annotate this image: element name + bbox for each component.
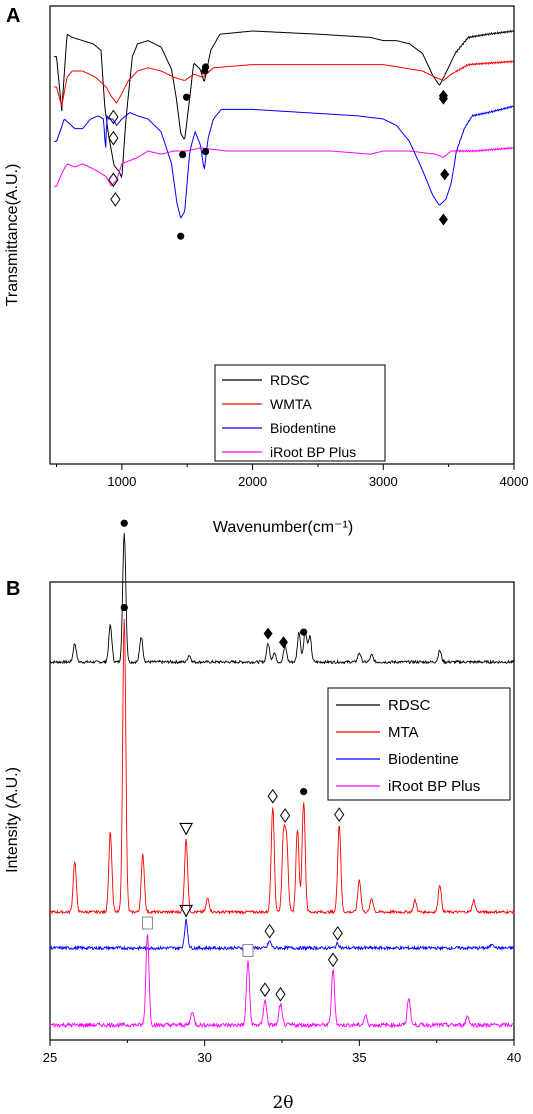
- panel-a-peak-markers: [108, 63, 450, 240]
- open-diamond-marker: [279, 808, 291, 823]
- x-tick-label: 3000: [369, 474, 398, 489]
- open-square-marker: [141, 916, 153, 930]
- panel-a-x-axis-title: Wavenumber(cm⁻¹): [213, 519, 353, 536]
- series-line-biodentine: [53, 105, 514, 219]
- filled-circle-marker: [120, 519, 128, 527]
- panel-b-peak-markers: [120, 519, 345, 1002]
- filled-circle-marker: [177, 232, 185, 240]
- filled-diamond-marker: [438, 213, 448, 226]
- series-line-mta: [49, 618, 515, 915]
- panel-b-x-ticks: 25 30 35 40: [43, 1040, 521, 1065]
- series-line-iroot-bp-plus: [49, 934, 515, 1029]
- x-tick-label: 4000: [500, 474, 529, 489]
- x-tick-label: 2000: [238, 474, 267, 489]
- open-square-marker: [242, 944, 254, 958]
- open-diamond-marker: [264, 923, 275, 939]
- panel-a-x-ticks: 1000 2000 3000 4000: [56, 464, 529, 489]
- filled-circle-marker: [179, 151, 187, 159]
- panel-a-y-axis-title: Transmittance(A.U.): [4, 164, 21, 307]
- legend-b-label-iroot: iRoot BP Plus: [388, 778, 480, 795]
- panel-b-series: [49, 533, 515, 1029]
- legend-a-label-wmta: WMTA: [270, 396, 312, 412]
- panel-a-plot-frame: [49, 5, 515, 465]
- open-diamond-marker: [259, 982, 271, 998]
- filled-diamond-marker: [438, 92, 448, 105]
- x-tick-label: 30: [197, 1050, 211, 1065]
- panel-b-xrd-chart: B 25 30 35 40 RDSC MTA Biodentine iRoot BP …: [4, 519, 521, 1113]
- x-tick-label: 35: [352, 1050, 366, 1065]
- panel-a-legend: RDSC WMTA Biodentine iRoot BP Plus: [214, 364, 386, 462]
- panel-a-legend-box: [214, 364, 386, 462]
- legend-a-label-iroot: iRoot BP Plus: [270, 444, 356, 460]
- open-diamond-marker: [267, 788, 278, 804]
- series-line-iroot-bp-plus: [53, 146, 514, 187]
- open-diamond-marker: [327, 952, 339, 968]
- open-triangle-marker: [179, 822, 194, 836]
- open-diamond-marker: [110, 192, 121, 207]
- filled-diamond-marker: [440, 168, 450, 181]
- panel-b-x-axis-title: 2θ: [272, 1093, 293, 1113]
- filled-circle-marker: [201, 147, 210, 156]
- series-line-rdsc: [49, 533, 515, 665]
- open-triangle-marker: [179, 904, 194, 918]
- filled-diamond-marker: [263, 627, 273, 640]
- x-tick-label: 40: [507, 1050, 521, 1065]
- series-line-wmta: [53, 59, 514, 107]
- panel-a-letter: A: [6, 5, 20, 27]
- x-tick-label: 25: [43, 1050, 57, 1065]
- open-diamond-marker: [108, 130, 119, 146]
- filled-circle-marker: [182, 93, 191, 101]
- legend-a-label-rdsc: RDSC: [270, 372, 310, 388]
- open-diamond-marker: [332, 926, 343, 941]
- open-diamond-marker: [275, 986, 286, 1002]
- filled-circle-marker: [201, 63, 210, 71]
- x-tick-label: 1000: [107, 474, 136, 489]
- panel-a-ftir-chart: A 1000 2000 3000 4000 RDSC WMTA Biodentine …: [4, 5, 528, 536]
- panel-b-legend-box: [327, 687, 511, 801]
- legend-b-label-mta: MTA: [388, 724, 419, 741]
- filled-circle-marker: [300, 787, 308, 796]
- panel-b-letter: B: [6, 578, 20, 600]
- legend-b-label-biodentine: Biodentine: [388, 751, 459, 768]
- filled-circle-marker: [120, 604, 128, 612]
- legend-a-label-biodentine: Biodentine: [270, 420, 336, 436]
- panel-b-y-axis-title: Intensity (A.U.): [4, 767, 21, 873]
- legend-b-label-rdsc: RDSC: [388, 697, 431, 714]
- open-diamond-marker: [334, 807, 345, 822]
- open-diamond-marker: [108, 109, 119, 125]
- filled-diamond-marker: [279, 636, 289, 649]
- series-line-biodentine: [49, 918, 515, 952]
- open-diamond-marker: [108, 172, 119, 188]
- panel-a-series: [53, 29, 514, 219]
- panel-b-legend: RDSC MTA Biodentine iRoot BP Plus: [327, 687, 511, 801]
- series-line-rdsc: [53, 29, 514, 179]
- filled-circle-marker: [300, 628, 308, 636]
